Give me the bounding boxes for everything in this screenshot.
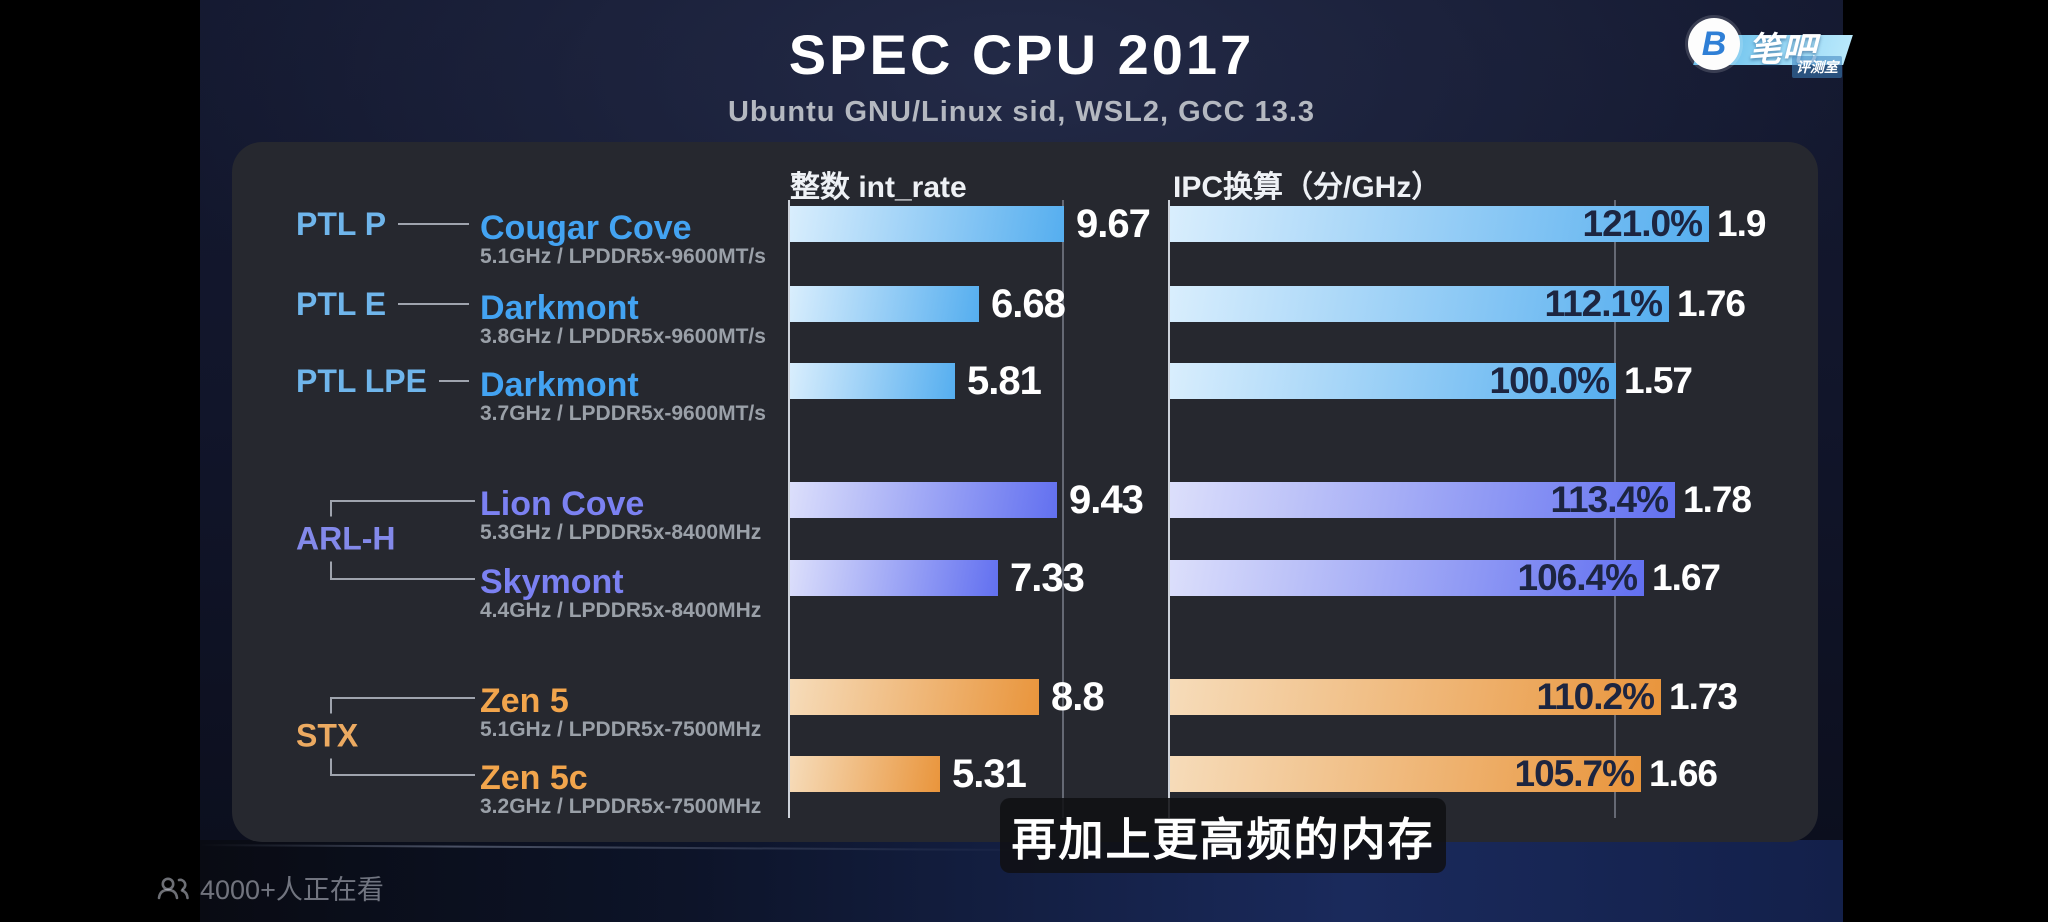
family-label-group: PTL E	[296, 284, 473, 324]
core-spec: 3.8GHz / LPDDR5x-9600MT/s	[480, 325, 766, 348]
ipc-percent-label: 106.4%	[1517, 557, 1638, 598]
ipc-bar: 100.0%	[1170, 360, 1616, 401]
ipc-score-value: 1.76	[1677, 283, 1746, 324]
core-name: Zen 5c	[480, 759, 588, 797]
int-rate-value: 8.8	[1051, 675, 1105, 719]
column-header-int-rate: 整数 int_rate	[790, 171, 967, 204]
family-label: PTL P	[296, 205, 387, 242]
family-label: PTL LPE	[296, 362, 427, 399]
family-connector-line	[398, 303, 469, 305]
core-spec: 3.2GHz / LPDDR5x-7500MHz	[480, 795, 762, 818]
ipc-bar: 112.1%	[1170, 283, 1669, 324]
ipc-percent-label: 121.0%	[1582, 203, 1703, 244]
ipc-score-value: 1.67	[1652, 557, 1721, 598]
family-label: PTL E	[296, 285, 387, 322]
logo-circle-icon: B	[1688, 18, 1740, 70]
int-rate-bar	[790, 560, 998, 596]
int-rate-value: 5.31	[952, 752, 1027, 796]
ipc-bar: 110.2%	[1170, 676, 1661, 717]
logo-sub-text: 评测室	[1792, 56, 1842, 78]
int-rate-value: 5.81	[967, 359, 1042, 403]
ipc-score-value: 1.66	[1649, 753, 1718, 794]
int-rate-bar	[790, 206, 1064, 242]
ipc-percent-label: 113.4%	[1550, 479, 1669, 520]
column-header-ipc: IPC换算（分/GHz）	[1173, 171, 1442, 204]
group-family-label: STX	[296, 713, 369, 758]
core-name: Lion Cove	[480, 485, 645, 523]
core-name: Cougar Cove	[480, 209, 692, 247]
int-rate-reference-line	[1062, 200, 1064, 818]
core-name: Darkmont	[480, 289, 639, 327]
viewers-overlay: 4000+人正在看	[156, 868, 384, 907]
family-connector-line	[398, 223, 469, 225]
int-rate-value: 7.33	[1010, 556, 1085, 600]
int-rate-value: 9.67	[1076, 202, 1151, 246]
int-rate-value: 9.43	[1069, 478, 1144, 522]
family-connector-line	[438, 380, 469, 382]
core-name: Darkmont	[480, 366, 639, 404]
viewers-icon	[157, 877, 189, 899]
core-spec: 5.1GHz / LPDDR5x-9600MT/s	[480, 245, 766, 268]
ipc-percent-label: 105.7%	[1514, 753, 1635, 794]
ipc-score-value: 1.57	[1624, 360, 1693, 401]
core-name: Skymont	[480, 563, 624, 601]
core-name: Zen 5	[480, 682, 569, 720]
page-title: SPEC CPU 2017	[788, 23, 1255, 86]
family-label-group: PTL P	[296, 204, 473, 244]
ipc-bar: 105.7%	[1170, 753, 1641, 794]
ipc-percent-label: 100.0%	[1489, 360, 1610, 401]
int-rate-value: 6.68	[991, 282, 1066, 326]
ipc-score-value: 1.78	[1683, 479, 1752, 520]
int-rate-bar	[790, 363, 955, 399]
brand-logo: B 笔吧 评测室	[1680, 18, 1855, 80]
core-spec: 3.7GHz / LPDDR5x-9600MT/s	[480, 402, 766, 425]
int-rate-bar	[790, 679, 1039, 715]
logo-monogram: B	[1701, 24, 1727, 63]
ipc-score-value: 1.9	[1717, 203, 1766, 244]
ipc-score-value: 1.73	[1669, 676, 1738, 717]
family-label-group: PTL LPE	[296, 361, 473, 401]
ipc-percent-label: 112.1%	[1544, 283, 1663, 324]
int-rate-bar	[790, 482, 1057, 518]
page-subtitle: Ubuntu GNU/Linux sid, WSL2, GCC 13.3	[727, 96, 1316, 128]
core-spec: 5.1GHz / LPDDR5x-7500MHz	[480, 718, 762, 741]
core-spec: 4.4GHz / LPDDR5x-8400MHz	[480, 599, 762, 622]
video-content: SPEC CPU 2017 Ubuntu GNU/Linux sid, WSL2…	[199, 0, 1853, 922]
group-family-label: ARL-H	[296, 516, 406, 562]
core-spec: 5.3GHz / LPDDR5x-8400MHz	[480, 521, 762, 544]
int-rate-bar	[790, 756, 940, 792]
subtitle-caption: 再加上更高频的内存	[1000, 798, 1446, 873]
ipc-axis-line	[1168, 200, 1170, 818]
ipc-bar: 106.4%	[1170, 557, 1644, 598]
ipc-bar: 113.4%	[1170, 479, 1675, 520]
viewers-count: 4000+人正在看	[200, 875, 384, 905]
int-rate-bar	[790, 286, 979, 322]
int-rate-axis-line	[788, 200, 790, 818]
ipc-bar: 121.0%	[1170, 203, 1709, 244]
ipc-percent-label: 110.2%	[1536, 676, 1655, 717]
